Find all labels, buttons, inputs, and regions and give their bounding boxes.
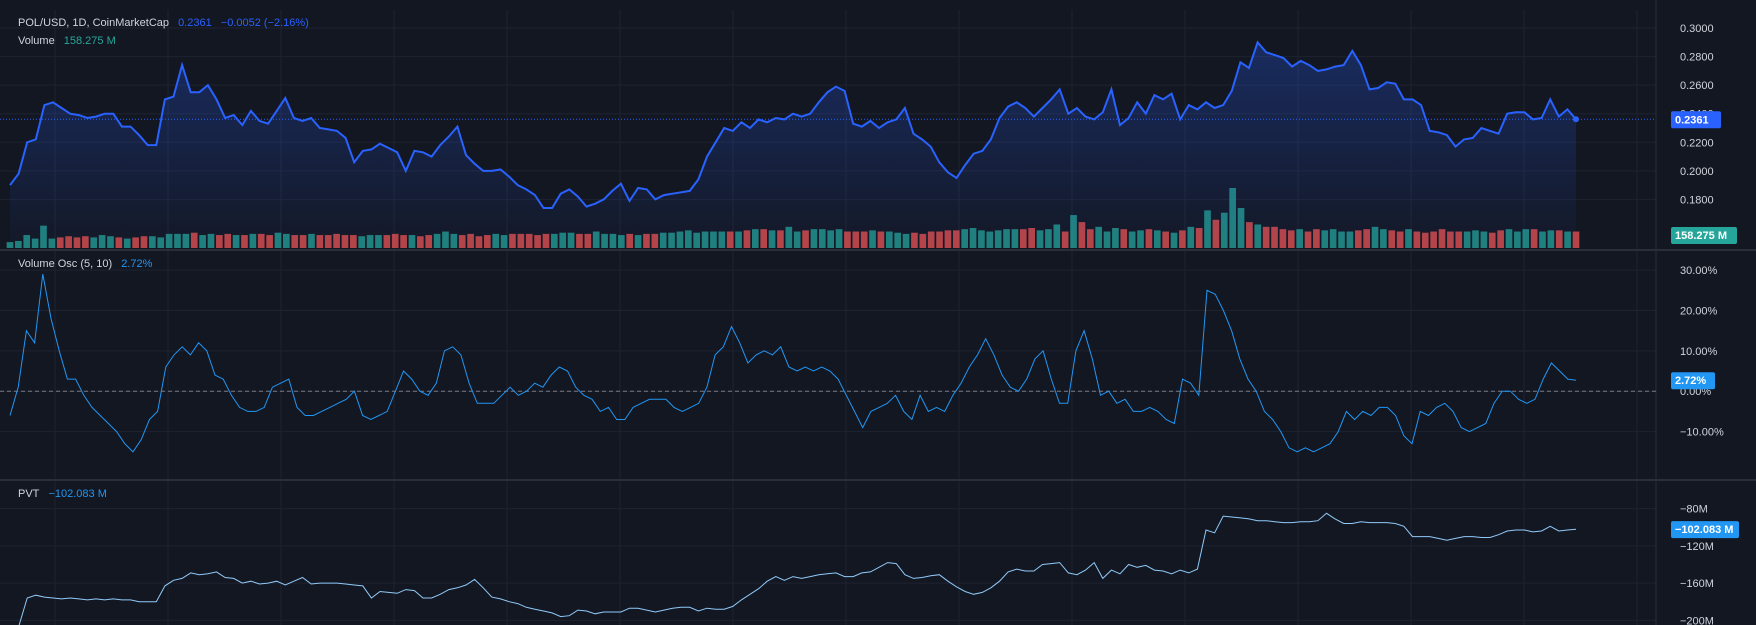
pvt-badge: −102.083 M	[1671, 521, 1739, 539]
volume-legend: Volume 158.275 M	[18, 35, 122, 47]
volume-badge-text: 158.275 M	[1675, 230, 1727, 242]
price-axis-tick: 0.3000	[1680, 23, 1714, 35]
volume-label[interactable]: Volume	[18, 35, 55, 47]
pvt-line	[18, 512, 1577, 625]
osc-badge-bg	[1671, 372, 1715, 390]
price-axis-tick: 0.1800	[1680, 194, 1714, 206]
pvt-axis-tick: −160M	[1680, 578, 1714, 590]
volume-badge: 158.275 M	[1671, 227, 1737, 244]
price-axis-tick: 0.2200	[1680, 137, 1714, 149]
pvt-axis-tick: −120M	[1680, 541, 1714, 553]
osc-label[interactable]: Volume Osc (5, 10)	[18, 258, 113, 270]
price-value: 0.2361	[178, 17, 212, 29]
pvt-label[interactable]: PVT	[18, 488, 40, 500]
pvt-value: −102.083 M	[48, 488, 107, 500]
pvt-axis-tick: −80M	[1680, 504, 1708, 516]
price-area	[10, 42, 1576, 248]
price-badge-bg	[1671, 111, 1721, 129]
osc-value: 2.72%	[121, 258, 153, 270]
osc-axis-tick: −10.00%	[1680, 427, 1724, 439]
osc-axis-tick: 20.00%	[1680, 305, 1718, 317]
osc-badge: 2.72%	[1671, 372, 1715, 390]
osc-axis-tick: 30.00%	[1680, 265, 1718, 277]
pvt-axis-tick: −200M	[1680, 615, 1714, 625]
price-axis-tick: 0.2600	[1680, 80, 1714, 92]
price-legend: POL/USD, 1D, CoinMarketCap 0.2361 −0.005…	[18, 17, 315, 29]
price-last-dot	[1573, 116, 1579, 123]
price-axis-tick: 0.2800	[1680, 52, 1714, 64]
volume-badge-bg	[1671, 227, 1737, 244]
pvt-badge-bg	[1671, 521, 1739, 539]
volume-value: 158.275 M	[63, 35, 116, 47]
value-badges: 0.2361 158.275 M 2.72% −102.083 M	[1671, 111, 1739, 539]
price-change: −0.0052 (−2.16%)	[220, 17, 309, 29]
osc-axis-tick: 10.00%	[1680, 346, 1718, 358]
price-badge: 0.2361	[1671, 111, 1721, 129]
price-badge-text: 0.2361	[1675, 114, 1709, 126]
y-axes: 0.30000.28000.26000.24000.22000.20000.18…	[1680, 23, 1724, 625]
osc-badge-text: 2.72%	[1675, 375, 1706, 387]
osc-legend: Volume Osc (5, 10) 2.72%	[18, 258, 158, 270]
osc-line	[9, 274, 1577, 453]
price-axis-tick: 0.2000	[1680, 166, 1714, 178]
pvt-legend: PVT −102.083 M	[18, 488, 113, 500]
pvt-badge-text: −102.083 M	[1675, 524, 1733, 536]
symbol-title[interactable]: POL/USD, 1D, CoinMarketCap	[18, 17, 169, 29]
